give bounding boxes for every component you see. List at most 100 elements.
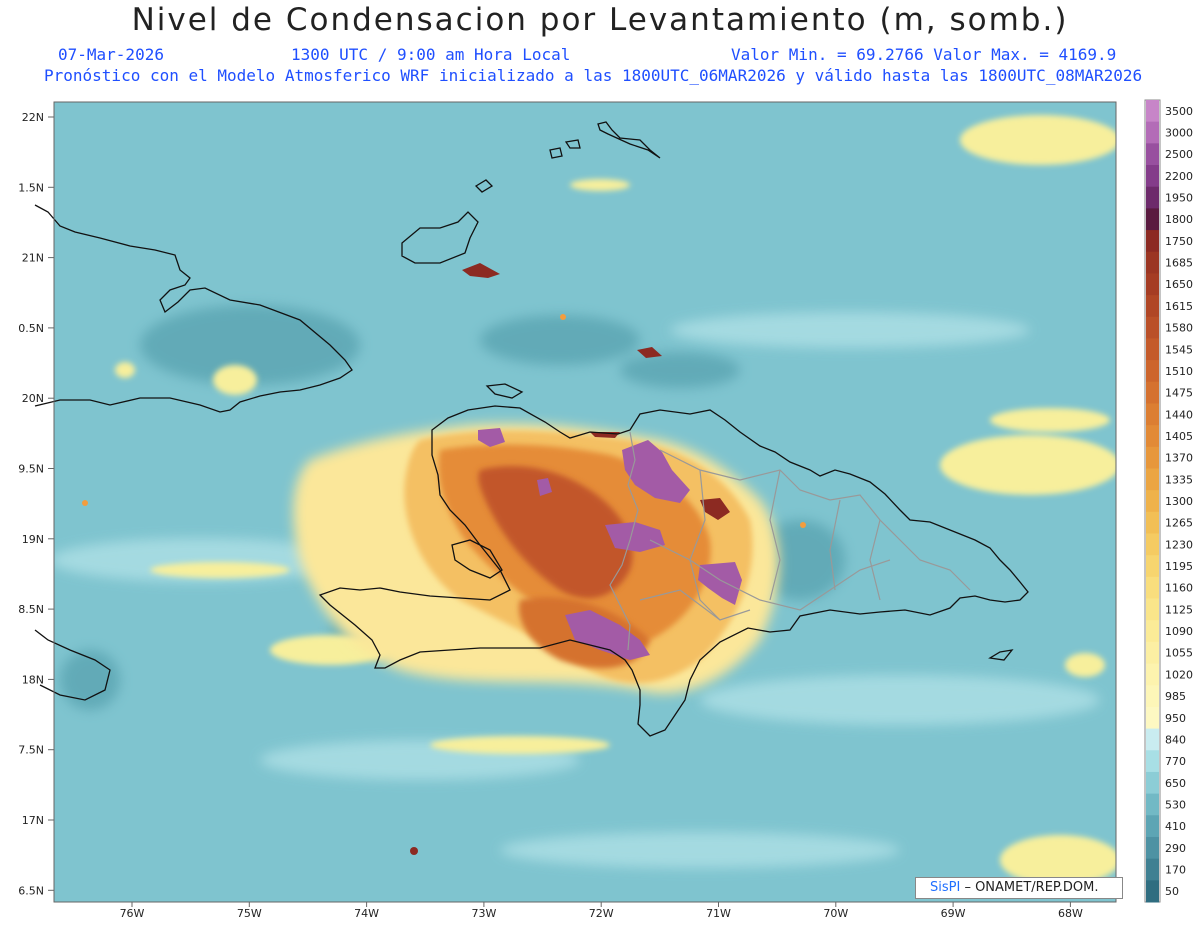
colorbar-label: 170 (1165, 863, 1186, 876)
colorbar-label: 1750 (1165, 235, 1193, 248)
colorbar-swatch (1146, 425, 1159, 448)
colorbar: 3500 3000 2500 2200 1950 1800 1750 1685 1650 1615… (1144, 99, 1193, 903)
colorbar-swatch (1146, 230, 1159, 253)
colorbar-swatch (1146, 165, 1159, 188)
y-tick-label: 7.5N (18, 744, 44, 757)
forecast-time: 1300 UTC / 9:00 am Hora Local (291, 45, 571, 64)
colorbar-swatch (1146, 771, 1159, 795)
colorbar-swatch (1146, 186, 1159, 209)
colorbar-label: 1405 (1165, 430, 1193, 443)
map-title: Nivel de Condensacion por Levantamiento … (131, 2, 1069, 38)
x-axis: 76W 75W 74W 73W 72W 71W 70W 69W 68W (120, 902, 1083, 920)
value-min-max: Valor Min. = 69.2766 Valor Max. = 4169.9 (731, 45, 1117, 64)
colorbar-label: 1800 (1165, 213, 1193, 226)
colorbar-label: 3500 (1165, 105, 1193, 118)
colorbar-label: 2200 (1165, 170, 1193, 183)
colorbar-label: 950 (1165, 712, 1186, 725)
y-tick-label: 21N (22, 252, 44, 265)
credit-brand: SisPI (930, 880, 961, 895)
y-tick-label: 19N (22, 533, 44, 546)
forecast-date: 07-Mar-2026 (58, 45, 164, 64)
colorbar-swatch (1146, 468, 1159, 491)
y-tick-label: 17N (22, 814, 44, 827)
colorbar-swatch (1146, 620, 1159, 643)
y-tick-label: 8.5N (18, 603, 44, 616)
colorbar-label: 1475 (1165, 387, 1193, 400)
colorbar-swatch (1146, 880, 1159, 903)
colorbar-swatch (1146, 316, 1159, 339)
colorbar-swatch (1146, 706, 1159, 730)
shaded-field (54, 102, 1116, 902)
colorbar-swatch (1146, 208, 1159, 231)
colorbar-label: 1440 (1165, 408, 1193, 421)
coastlines (34, 121, 1029, 737)
colorbar-label: 1510 (1165, 365, 1193, 378)
colorbar-label: 1545 (1165, 343, 1193, 356)
x-tick-label: 72W (589, 907, 614, 920)
colorbar-label: 1125 (1165, 603, 1193, 616)
colorbar-swatch (1146, 555, 1159, 578)
credit-text: – ONAMET/REP.DOM. (960, 880, 1099, 895)
x-tick-label: 73W (471, 907, 496, 920)
colorbar-swatch (1146, 576, 1159, 600)
colorbar-label: 1335 (1165, 473, 1193, 486)
colorbar-label: 410 (1165, 820, 1186, 833)
y-tick-label: 22N (22, 111, 44, 124)
colorbar-label: 1265 (1165, 517, 1193, 530)
colorbar-label: 1160 (1165, 582, 1193, 595)
colorbar-label: 1055 (1165, 647, 1193, 660)
colorbar-swatch (1146, 663, 1159, 686)
y-tick-label: 18N (22, 673, 44, 686)
colorbar-swatch (1146, 685, 1159, 708)
colorbar-label: 1650 (1165, 278, 1193, 291)
colorbar-swatch (1146, 533, 1159, 556)
colorbar-swatch (1146, 403, 1159, 426)
colorbar-label: 1580 (1165, 322, 1193, 335)
y-tick-label: 9.5N (18, 463, 44, 476)
colorbar-label: 3000 (1165, 127, 1193, 140)
colorbar-swatch (1146, 360, 1159, 383)
y-tick-label: 20N (22, 392, 44, 405)
colorbar-swatch (1146, 338, 1159, 361)
colorbar-swatch (1146, 836, 1159, 860)
colorbar-label: 985 (1165, 690, 1186, 703)
colorbar-swatch (1146, 793, 1159, 816)
colorbar-swatch (1146, 446, 1159, 469)
colorbar-swatch (1146, 490, 1159, 513)
x-tick-label: 74W (354, 907, 379, 920)
colorbar-swatch (1146, 750, 1159, 773)
colorbar-label: 1090 (1165, 625, 1193, 638)
colorbar-label: 1020 (1165, 668, 1193, 681)
colorbar-swatch (1146, 251, 1159, 274)
y-tick-label: 6.5N (18, 884, 44, 897)
colorbar-swatch (1146, 100, 1159, 123)
x-tick-label: 70W (823, 907, 848, 920)
colorbar-swatch (1146, 815, 1159, 838)
colorbar-label: 530 (1165, 798, 1186, 811)
colorbar-label: 1300 (1165, 495, 1193, 508)
colorbar-swatch (1146, 598, 1159, 621)
colorbar-swatch (1146, 295, 1159, 318)
x-tick-label: 75W (237, 907, 262, 920)
colorbar-swatch (1146, 121, 1159, 144)
x-tick-label: 68W (1058, 907, 1083, 920)
colorbar-label: 650 (1165, 777, 1186, 790)
colorbar-label: 50 (1165, 885, 1179, 898)
colorbar-swatch (1146, 511, 1159, 535)
colorbar-swatch (1146, 381, 1159, 404)
colorbar-label: 1370 (1165, 452, 1193, 465)
x-tick-label: 69W (941, 907, 966, 920)
colorbar-swatch (1146, 858, 1159, 881)
colorbar-label: 1685 (1165, 257, 1193, 270)
political-borders (609, 431, 971, 651)
y-tick-label: 0.5N (18, 322, 44, 335)
colorbar-swatch (1146, 641, 1159, 665)
colorbar-swatch (1146, 143, 1159, 166)
colorbar-label: 290 (1165, 842, 1186, 855)
x-tick-label: 76W (120, 907, 145, 920)
colorbar-label: 1950 (1165, 192, 1193, 205)
colorbar-label: 840 (1165, 733, 1186, 746)
credit-box: SisPI – ONAMET/REP.DOM. (915, 877, 1123, 899)
model-info: Pronóstico con el Modelo Atmosferico WRF… (44, 66, 1143, 85)
